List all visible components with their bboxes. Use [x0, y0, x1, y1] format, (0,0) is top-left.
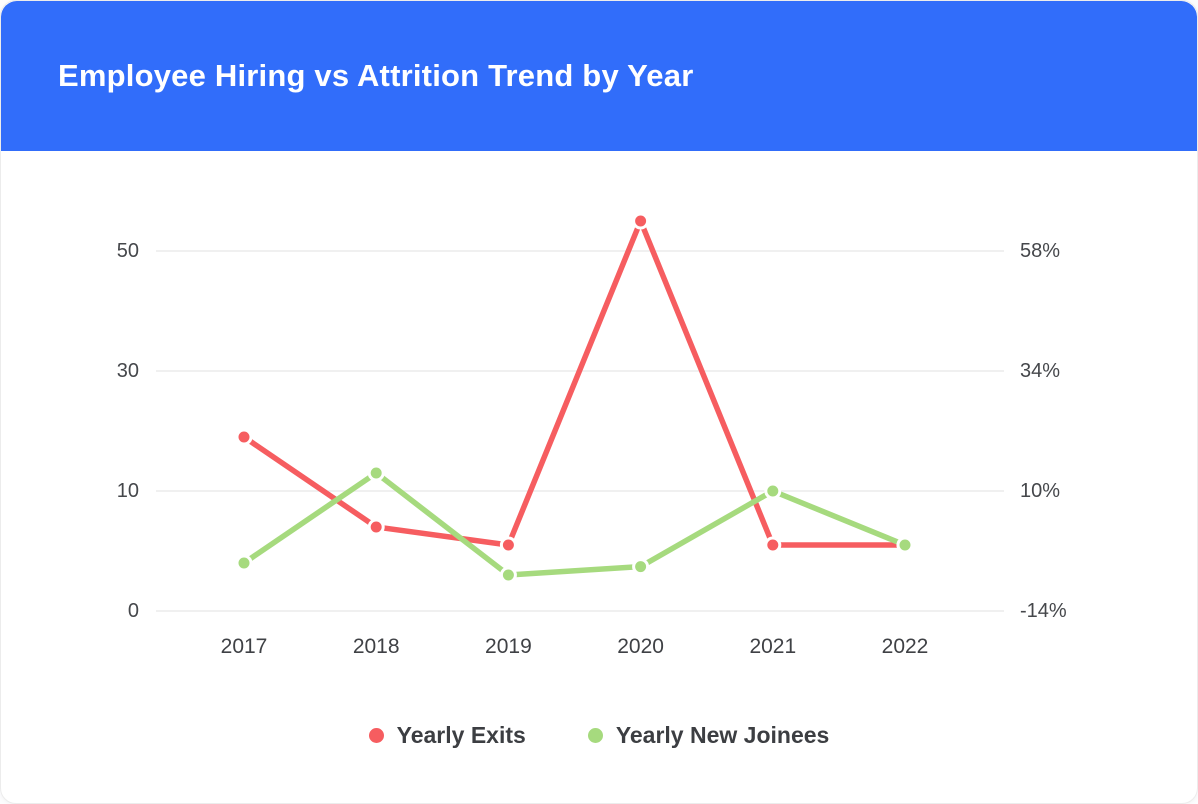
right-axis-tick: 10%: [1020, 480, 1060, 502]
data-point-yearly-exits[interactable]: [764, 536, 782, 554]
data-point-yearly-new-joinees[interactable]: [896, 536, 914, 554]
x-axis-tick: 2017: [221, 635, 268, 658]
legend-label: Yearly Exits: [396, 721, 526, 748]
data-point-yearly-exits[interactable]: [632, 212, 650, 230]
x-axis-tick: 2019: [485, 635, 532, 658]
series-line-yearly-new-joinees: [241, 470, 908, 578]
right-axis-tick: 34%: [1020, 360, 1060, 382]
legend-item-yearly-new-joinees[interactable]: Yearly New Joinees: [587, 721, 830, 749]
data-point-yearly-new-joinees[interactable]: [764, 482, 782, 500]
legend-label: Yearly New Joinees: [615, 721, 830, 748]
right-axis-tick: 58%: [1020, 240, 1060, 262]
chart-title: Employee Hiring vs Attrition Trend by Ye…: [58, 58, 694, 93]
left-axis-tick: 0: [128, 600, 139, 622]
data-point-yearly-new-joinees[interactable]: [235, 554, 253, 572]
left-axis-tick: 10: [117, 480, 139, 502]
legend-swatch: [587, 727, 603, 743]
data-point-yearly-exits[interactable]: [499, 536, 517, 554]
legend-swatch: [368, 727, 384, 743]
data-point-yearly-new-joinees[interactable]: [632, 558, 650, 576]
left-axis-tick: 30: [117, 360, 139, 382]
x-axis-tick: 2021: [749, 635, 796, 658]
chart-legend: Yearly Exits Yearly New Joinees: [1, 713, 1197, 757]
left-axis-tick: 50: [117, 240, 139, 262]
chart-header: Employee Hiring vs Attrition Trend by Ye…: [1, 1, 1197, 151]
data-point-yearly-new-joinees[interactable]: [499, 566, 517, 584]
data-point-yearly-exits[interactable]: [235, 428, 253, 446]
series-line-yearly-exits: [241, 218, 908, 548]
data-point-yearly-new-joinees[interactable]: [367, 464, 385, 482]
x-axis-tick: 2020: [617, 635, 664, 658]
right-axis-tick: -14%: [1020, 600, 1067, 622]
legend-item-yearly-exits[interactable]: Yearly Exits: [368, 721, 526, 749]
x-axis-tick: 2022: [882, 635, 929, 658]
x-axis-tick: 2018: [353, 635, 400, 658]
data-point-yearly-exits[interactable]: [367, 518, 385, 536]
